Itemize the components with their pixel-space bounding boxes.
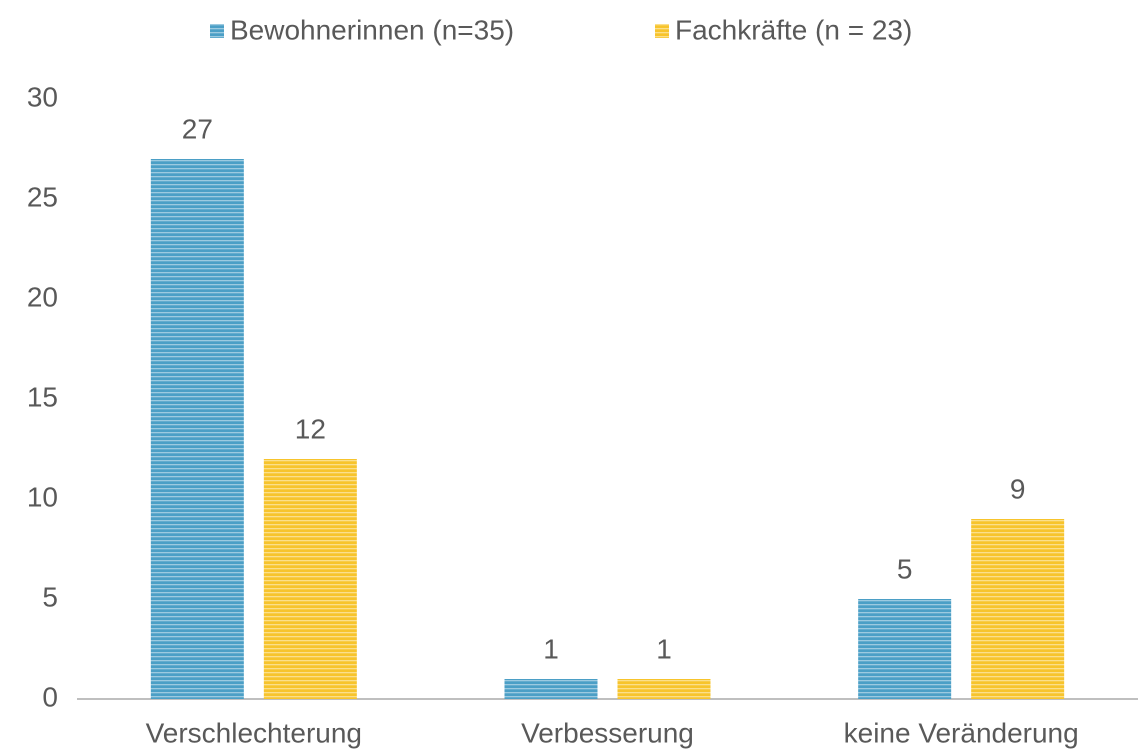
x-tick-label: keine Veränderung — [844, 717, 1079, 748]
legend-label: Fachkräfte (n = 23) — [675, 14, 912, 45]
legend-swatch — [210, 24, 224, 38]
x-tick-label: Verbesserung — [521, 717, 694, 748]
bar — [858, 599, 952, 699]
bar — [617, 679, 711, 699]
data-label: 12 — [295, 413, 326, 444]
bar — [150, 159, 244, 699]
y-tick-label: 0 — [42, 681, 58, 712]
legend-label: Bewohnerinnen (n=35) — [230, 14, 514, 45]
bar — [971, 519, 1065, 699]
y-tick-label: 15 — [27, 381, 58, 412]
data-label: 1 — [543, 633, 559, 664]
bar — [263, 459, 357, 699]
y-tick-label: 10 — [27, 481, 58, 512]
data-label: 27 — [182, 113, 213, 144]
data-label: 9 — [1010, 473, 1026, 504]
x-tick-label: Verschlechterung — [146, 717, 362, 748]
data-label: 5 — [897, 553, 913, 584]
y-tick-label: 5 — [42, 581, 58, 612]
y-tick-label: 20 — [27, 281, 58, 312]
data-label: 1 — [656, 633, 672, 664]
legend-swatch — [655, 24, 669, 38]
y-tick-label: 25 — [27, 181, 58, 212]
bar — [504, 679, 598, 699]
y-tick-label: 30 — [27, 81, 58, 112]
